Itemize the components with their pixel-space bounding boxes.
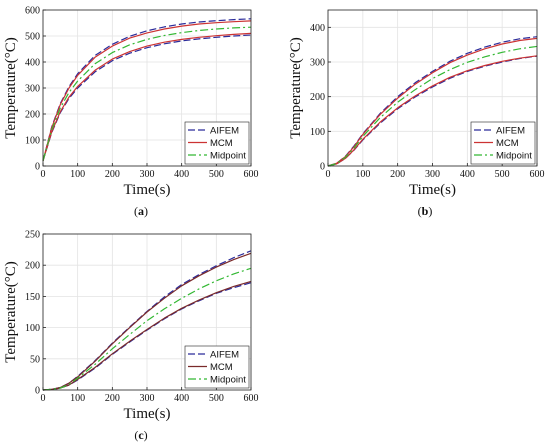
- legend-label-midpoint: Midpoint: [210, 375, 246, 386]
- legend-label-mcm: MCM: [210, 362, 233, 373]
- y-tick-label: 50: [30, 354, 40, 365]
- y-axis-label: Temperature(°C): [288, 37, 304, 139]
- series-line-mcm: [42, 32, 252, 161]
- y-tick-label: 200: [310, 92, 325, 103]
- x-tick-label: 200: [105, 393, 120, 404]
- y-tick-label: 300: [310, 58, 325, 69]
- legend-label-mcm: MCM: [210, 138, 233, 149]
- x-tick-label: 100: [70, 169, 85, 180]
- x-tick-label: 600: [244, 169, 259, 180]
- x-tick-label: 400: [460, 169, 475, 180]
- panel-label: (c): [134, 428, 147, 442]
- x-tick-label: 300: [140, 393, 155, 404]
- x-tick-label: 500: [209, 169, 224, 180]
- x-tick-label: 100: [355, 169, 370, 180]
- series-line-midpoint: [42, 267, 252, 391]
- x-tick-label: 200: [390, 169, 405, 180]
- x-tick-label: 300: [425, 169, 440, 180]
- series-line-midpoint: [327, 45, 538, 167]
- y-tick-label: 500: [25, 32, 40, 43]
- x-tick-label: 600: [244, 393, 259, 404]
- series-line-midpoint: [42, 26, 252, 161]
- chart-panel: 0 100 200 300 400 500 600 0 50 100 150 200 250 Time(s…: [3, 230, 259, 443]
- y-tick-label: 0: [35, 162, 40, 173]
- panel-label: (b): [418, 204, 433, 218]
- series-line-mcm: [42, 252, 252, 391]
- x-tick-label: 400: [174, 393, 189, 404]
- x-tick-label: 100: [70, 393, 85, 404]
- x-tick-label: 500: [209, 393, 224, 404]
- legend-label-aifem: AIFEM: [210, 126, 239, 137]
- x-tick-label: 0: [41, 393, 46, 404]
- chart-panel: 0 100 200 300 400 500 600 0 100 200 300 400 500 600 Ti…: [3, 6, 259, 219]
- x-tick-label: 600: [530, 169, 545, 180]
- legend-label-aifem: AIFEM: [210, 350, 239, 361]
- panel-label: (a): [134, 204, 148, 218]
- legend-label-midpoint: Midpoint: [496, 151, 532, 162]
- y-tick-label: 200: [25, 110, 40, 121]
- x-tick-label: 500: [495, 169, 510, 180]
- series-line-mcm: [42, 20, 252, 161]
- x-tick-label: 400: [174, 169, 189, 180]
- y-tick-label: 400: [310, 23, 325, 34]
- y-tick-label: 200: [25, 261, 40, 272]
- y-tick-label: 100: [310, 127, 325, 138]
- y-axis-label: Temperature(°C): [3, 261, 19, 363]
- x-axis-label: Time(s): [124, 182, 171, 198]
- x-tick-label: 0: [326, 169, 331, 180]
- legend-label-midpoint: Midpoint: [210, 151, 246, 162]
- x-tick-label: 0: [41, 169, 46, 180]
- x-tick-label: 300: [140, 169, 155, 180]
- y-tick-label: 250: [25, 230, 40, 241]
- legend-label-aifem: AIFEM: [496, 126, 525, 137]
- x-axis-label: Time(s): [409, 182, 456, 198]
- series-line-mcm: [327, 55, 538, 167]
- y-axis-label: Temperature(°C): [3, 37, 19, 139]
- y-tick-label: 150: [25, 292, 40, 303]
- y-tick-label: 0: [35, 386, 40, 397]
- y-tick-label: 400: [25, 58, 40, 69]
- y-tick-label: 600: [25, 6, 40, 17]
- y-tick-label: 100: [25, 136, 40, 147]
- y-tick-label: 100: [25, 323, 40, 334]
- x-tick-label: 200: [105, 169, 120, 180]
- y-tick-label: 300: [25, 84, 40, 95]
- series-line-mcm: [327, 37, 538, 167]
- chart-panel: 0 100 200 300 400 500 600 0 100 200 300 400 Time(s) T…: [288, 9, 545, 218]
- x-axis-label: Time(s): [124, 406, 171, 422]
- y-tick-label: 0: [320, 162, 325, 173]
- legend-label-mcm: MCM: [496, 138, 519, 149]
